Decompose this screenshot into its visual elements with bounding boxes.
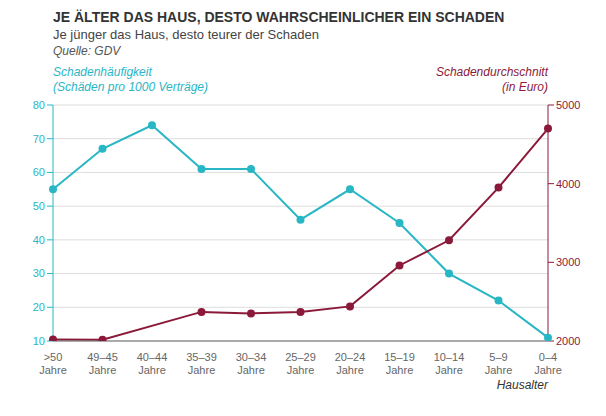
svg-text:15–19Jahre: 15–19Jahre bbox=[384, 351, 415, 376]
svg-text:50: 50 bbox=[33, 200, 45, 212]
svg-text:4000: 4000 bbox=[556, 178, 580, 190]
svg-text:25–29Jahre: 25–29Jahre bbox=[285, 351, 316, 376]
html-text:Je jünger das Haus, desto teur: Je jünger das Haus, desto teurer der Sch… bbox=[53, 27, 319, 42]
svg-text:35–39Jahre: 35–39Jahre bbox=[186, 351, 217, 376]
html-text:(Schäden pro 1000 Verträge): (Schäden pro 1000 Verträge) bbox=[53, 80, 208, 94]
svg-text:10–14Jahre: 10–14Jahre bbox=[434, 351, 465, 376]
svg-text:5000: 5000 bbox=[556, 99, 580, 111]
svg-text:40–44Jahre: 40–44Jahre bbox=[137, 351, 168, 376]
html-text:Hausalter: Hausalter bbox=[496, 378, 548, 392]
svg-text:30–34Jahre: 30–34Jahre bbox=[236, 351, 267, 376]
html-text:(in Euro): (in Euro) bbox=[502, 80, 548, 94]
svg-text:3000: 3000 bbox=[556, 256, 580, 268]
svg-text:2000: 2000 bbox=[556, 335, 580, 347]
svg-text:70: 70 bbox=[33, 133, 45, 145]
html-text:Quelle: GDV: Quelle: GDV bbox=[53, 44, 121, 58]
svg-text:>50Jahre: >50Jahre bbox=[39, 351, 67, 376]
html-text:Schadendurchschnitt: Schadendurchschnitt bbox=[435, 65, 548, 79]
svg-text:0–4Jahre: 0–4Jahre bbox=[534, 351, 562, 376]
svg-text:80: 80 bbox=[33, 99, 45, 111]
svg-text:20–24Jahre: 20–24Jahre bbox=[335, 351, 366, 376]
svg-text:49–45Jahre: 49–45Jahre bbox=[87, 351, 118, 376]
svg-text:30: 30 bbox=[33, 267, 45, 279]
svg-text:5–9Jahre: 5–9Jahre bbox=[485, 351, 513, 376]
html-text:Schadenhäufigkeit: Schadenhäufigkeit bbox=[53, 65, 152, 79]
svg-text:20: 20 bbox=[33, 301, 45, 313]
svg-text:60: 60 bbox=[33, 166, 45, 178]
svg-text:10: 10 bbox=[33, 335, 45, 347]
svg-text:40: 40 bbox=[33, 234, 45, 246]
html-text:JE ÄLTER DAS HAUS, DESTO WAHRS: JE ÄLTER DAS HAUS, DESTO WAHRSCHEINLICHE… bbox=[53, 9, 505, 25]
